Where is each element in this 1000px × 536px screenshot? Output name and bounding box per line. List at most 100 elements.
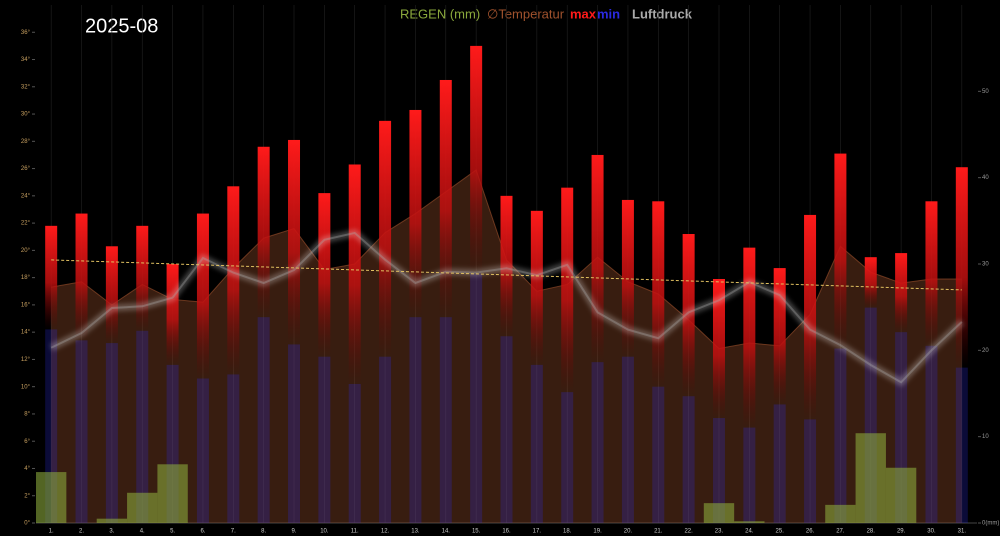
chart-title: 2025-08: [85, 15, 158, 37]
legend-entry: max: [570, 6, 597, 21]
x-tick-label: 13.: [411, 529, 420, 535]
max-temp-bar: [955, 167, 968, 368]
y-tick-label: 8°: [24, 412, 30, 418]
min-temp-bar: [379, 356, 392, 523]
y-tick-label: 36°: [21, 30, 31, 36]
min-temp-bar: [925, 345, 938, 523]
max-temp-bar: [257, 146, 270, 318]
min-temp-bar: [591, 362, 604, 523]
y-tick-label: 4°: [24, 466, 30, 472]
y-tick-label: 2°: [24, 493, 30, 499]
y-tick-label: 14°: [21, 330, 31, 336]
rain-bar: [703, 503, 735, 523]
min-temp-bar: [439, 317, 452, 523]
pressure-line: [50, 231, 963, 384]
rain-bar: [36, 472, 67, 523]
x-tick-label: 29.: [897, 529, 906, 535]
x-tick-label: 4.: [140, 529, 145, 535]
min-temp-bar: [955, 367, 968, 523]
y-tick-label: 34°: [21, 57, 31, 63]
avg-temp-area: [51, 169, 962, 523]
max-temp-bar: [773, 268, 786, 405]
y2-tick-label: 50: [982, 89, 989, 95]
y2-tick-label: 10: [982, 434, 989, 440]
x-tick-label: 23.: [715, 529, 724, 535]
y-tick-label: 32°: [21, 84, 31, 90]
max-temp-bar: [712, 278, 725, 419]
max-temp-bar: [439, 79, 452, 318]
max-temp-bar: [136, 225, 149, 331]
legend: REGEN (mm) ∅Temperatur max min Luftdruck: [400, 6, 693, 21]
x-tick-label: 2.: [79, 529, 84, 535]
y-tick-label: 0°: [24, 521, 30, 527]
x-tick-label: 5.: [170, 529, 175, 535]
x-tick-label: 3.: [109, 529, 114, 535]
max-temp-bar: [318, 193, 331, 357]
pressure-glow: [49, 229, 965, 387]
rain-bar: [96, 518, 128, 523]
x-tick-label: 8.: [261, 529, 266, 535]
max-temp-bar: [166, 264, 179, 365]
min-temp-bar: [561, 392, 574, 523]
trend-line: [51, 259, 962, 291]
legend-entry: ∅Temperatur: [487, 6, 565, 21]
min-temp-bar: [621, 356, 634, 523]
max-temp-bar: [804, 214, 817, 420]
min-temp-bar: [196, 378, 209, 523]
x-tick-label: 25.: [776, 529, 785, 535]
y-tick-label: 12°: [21, 357, 31, 363]
legend-entry: REGEN (mm): [400, 6, 480, 21]
rain-bar: [157, 464, 188, 523]
x-tick-label: 18.: [563, 529, 572, 535]
x-tick-label: 24.: [745, 529, 754, 535]
min-temp-bar: [136, 330, 149, 523]
x-tick-label: 28.: [867, 529, 876, 535]
max-temp-bar: [105, 246, 118, 344]
x-tick-label: 12.: [381, 529, 390, 535]
x-tick-label: 10.: [320, 529, 329, 535]
max-temp-bar: [227, 186, 240, 375]
min-temp-bar: [743, 427, 756, 523]
legend-entry: min: [597, 6, 620, 21]
rain-bar: [734, 521, 765, 523]
min-temp-bar: [530, 364, 543, 523]
x-tick-label: 27.: [836, 529, 845, 535]
min-temp-bar: [652, 386, 665, 523]
y-tick-label: 6°: [24, 439, 30, 445]
rain-bar: [885, 467, 917, 523]
x-tick-label: 20.: [624, 529, 633, 535]
y-tick-label: 22°: [21, 221, 31, 227]
legend-entry: Luftdruck: [632, 6, 693, 21]
max-temp-bar: [45, 225, 58, 330]
y-tick-label: 26°: [21, 166, 31, 172]
min-temp-bar: [834, 348, 847, 523]
min-temp-bar: [682, 396, 695, 523]
x-tick-label: 14.: [442, 529, 451, 535]
y-tick-label: 18°: [21, 275, 31, 281]
x-tick-label: 30.: [927, 529, 936, 535]
max-temp-bar: [561, 187, 574, 393]
x-tick-label: 11.: [351, 529, 359, 535]
rain-bar: [127, 492, 158, 523]
max-temp-bar: [925, 201, 938, 346]
x-tick-label: 9.: [292, 529, 297, 535]
x-tick-label: 17.: [533, 529, 542, 535]
min-temp-bar: [773, 404, 786, 523]
y-tick-label: 16°: [21, 302, 31, 308]
x-tick-label: 15.: [472, 529, 481, 535]
min-temp-bar: [318, 356, 331, 523]
min-temp-bar: [257, 317, 270, 523]
y2-tick-label: 20: [982, 348, 989, 354]
max-temp-bar: [75, 213, 88, 341]
min-temp-bar: [75, 340, 88, 523]
y-tick-label: 10°: [21, 384, 31, 390]
x-tick-label: 19.: [593, 529, 602, 535]
max-temp-bar: [621, 199, 634, 357]
max-temp-bar: [834, 153, 847, 349]
y-tick-label: 24°: [21, 193, 31, 199]
min-temp-bar: [227, 374, 240, 523]
max-temp-bar: [196, 213, 209, 379]
min-temp-bar: [470, 273, 483, 523]
y2-tick-label: 40: [982, 175, 989, 181]
max-temp-bar: [743, 247, 756, 428]
